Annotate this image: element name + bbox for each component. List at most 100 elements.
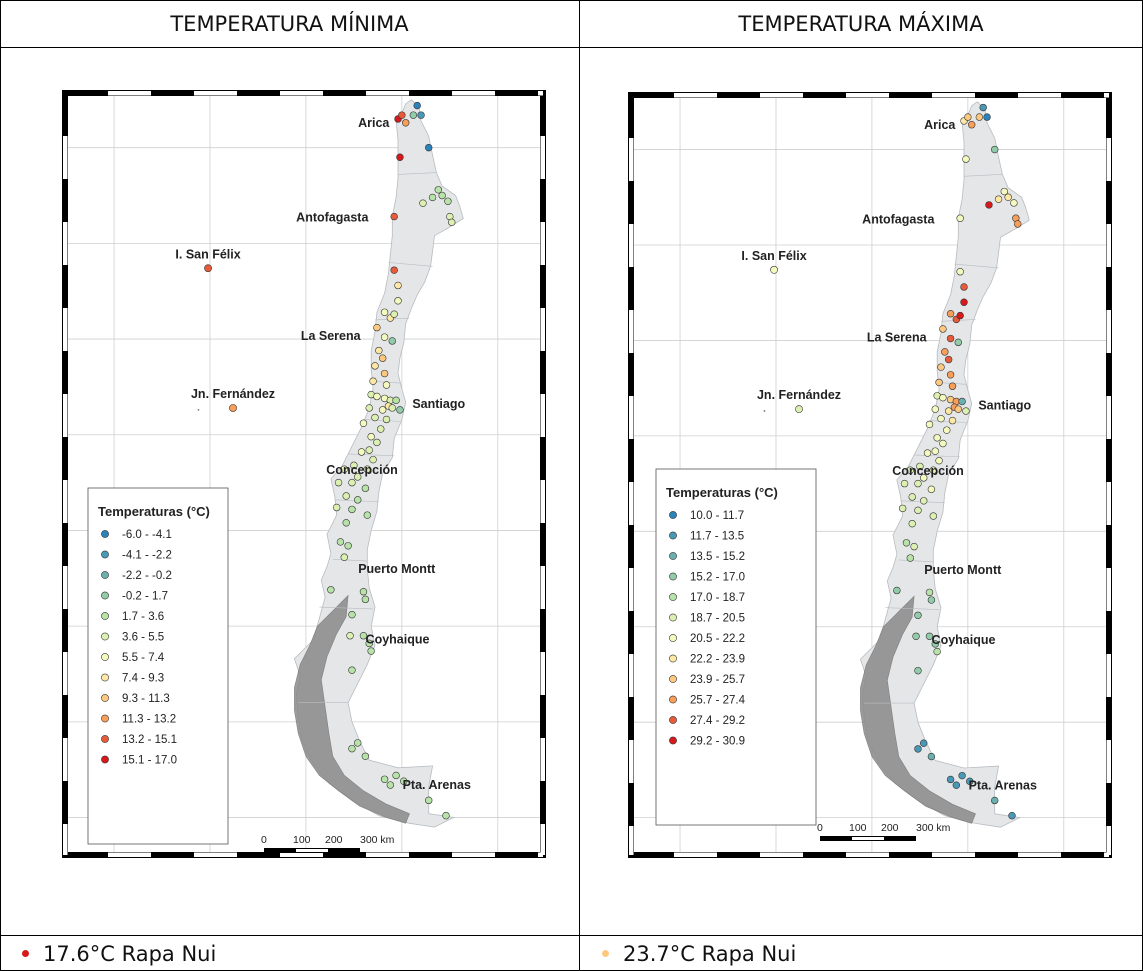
scale-label: 200 (881, 822, 899, 834)
legend-swatch (101, 571, 109, 579)
station-marker (962, 407, 970, 415)
city-label: Pta. Arenas (969, 778, 1037, 792)
frame-segment (628, 482, 634, 525)
legend-swatch (669, 675, 677, 683)
frame-segment (846, 92, 889, 98)
station-marker (380, 308, 389, 316)
station-marker (367, 432, 375, 441)
station-marker (1014, 220, 1022, 228)
city-label: Santiago (412, 397, 465, 411)
frame-segment (62, 136, 68, 179)
station-marker (365, 404, 373, 412)
legend-swatch (669, 654, 677, 663)
frame-segment (628, 568, 634, 611)
frame-segment (1104, 92, 1109, 98)
region-boundary (885, 607, 940, 610)
station-marker (373, 392, 381, 401)
station-marker (914, 745, 922, 753)
frame-segment (628, 740, 634, 783)
station-marker (363, 465, 372, 473)
station-marker (931, 405, 939, 413)
frame-segment (366, 852, 409, 858)
station-marker (948, 416, 957, 425)
station-marker (962, 155, 970, 163)
station-marker (369, 377, 377, 385)
station-marker (392, 396, 400, 405)
frame-segment (674, 852, 717, 858)
station-marker (958, 397, 966, 406)
legend-label: 15.2 - 17.0 (690, 572, 745, 584)
legend-title: Temperaturas (°C) (666, 485, 778, 500)
station-marker (425, 796, 433, 805)
station-marker (434, 186, 443, 194)
station-marker (371, 362, 379, 370)
scale-label: 100 (849, 822, 867, 834)
city-label: Concepción (892, 464, 964, 478)
station-marker (369, 455, 377, 464)
map-frame (628, 92, 1112, 858)
station-marker (983, 113, 991, 121)
station-marker (346, 632, 354, 640)
station-marker (939, 393, 947, 402)
station-marker (935, 456, 943, 465)
footer-min-rapa-nui: 17.6°C Rapa Nui (0, 936, 579, 971)
station-marker (898, 504, 907, 513)
legend-title: Temperaturas (°C) (98, 504, 210, 519)
frame-outline (628, 92, 1112, 858)
station-marker (960, 283, 968, 291)
station-marker (943, 426, 951, 434)
region-boundary (348, 453, 395, 457)
station-marker (914, 611, 922, 620)
frame-segment (540, 652, 546, 695)
frame-segment (628, 224, 634, 267)
scale-label: 300 km (360, 834, 395, 846)
station-marker (398, 111, 406, 119)
station-marker (448, 218, 456, 227)
station-marker (927, 485, 936, 494)
legend-label: 9.3 - 11.3 (122, 693, 170, 705)
station-marker (438, 191, 446, 200)
island-dot (197, 408, 200, 411)
station-marker (417, 111, 425, 119)
southern-archipelago (294, 594, 410, 824)
station-marker (979, 103, 987, 112)
station-marker (357, 448, 366, 456)
city-label: Puerto Montt (358, 562, 436, 576)
legend-label: 20.5 - 22.2 (690, 633, 745, 645)
island-label: Jn. Fernández (191, 387, 275, 401)
region-boundary (332, 558, 368, 562)
station-marker (937, 414, 945, 423)
city-label: Antofagasta (296, 211, 369, 225)
legend-label: -6.0 - -4.1 (122, 529, 172, 541)
frame-segment (1106, 568, 1112, 611)
frame-outline (62, 90, 546, 858)
city-label: Arica (924, 118, 956, 132)
frame-segment (628, 138, 634, 181)
station-marker (390, 266, 398, 274)
station-marker (925, 420, 934, 429)
station-marker (946, 334, 955, 343)
station-marker (944, 355, 953, 364)
station-marker (396, 153, 404, 161)
station-marker (900, 479, 909, 488)
station-marker (956, 214, 964, 222)
frame-segment (1018, 852, 1061, 858)
station-marker (361, 595, 370, 604)
station-marker (373, 438, 381, 447)
station-marker (419, 199, 427, 207)
station-marker (960, 298, 968, 306)
scale-bar-rect (296, 849, 328, 852)
station-marker (967, 121, 976, 129)
frame-segment (1106, 396, 1112, 439)
station-marker (400, 777, 408, 785)
station-marker (908, 519, 916, 528)
station-marker (373, 323, 381, 332)
scale-bar-rect (852, 837, 884, 840)
legend-label: 17.0 - 18.7 (690, 592, 745, 604)
island-station-marker (204, 264, 212, 273)
station-marker (340, 465, 348, 473)
region-boundary (929, 420, 966, 423)
station-marker (367, 647, 375, 655)
station-marker (931, 640, 939, 648)
station-marker (946, 310, 955, 318)
